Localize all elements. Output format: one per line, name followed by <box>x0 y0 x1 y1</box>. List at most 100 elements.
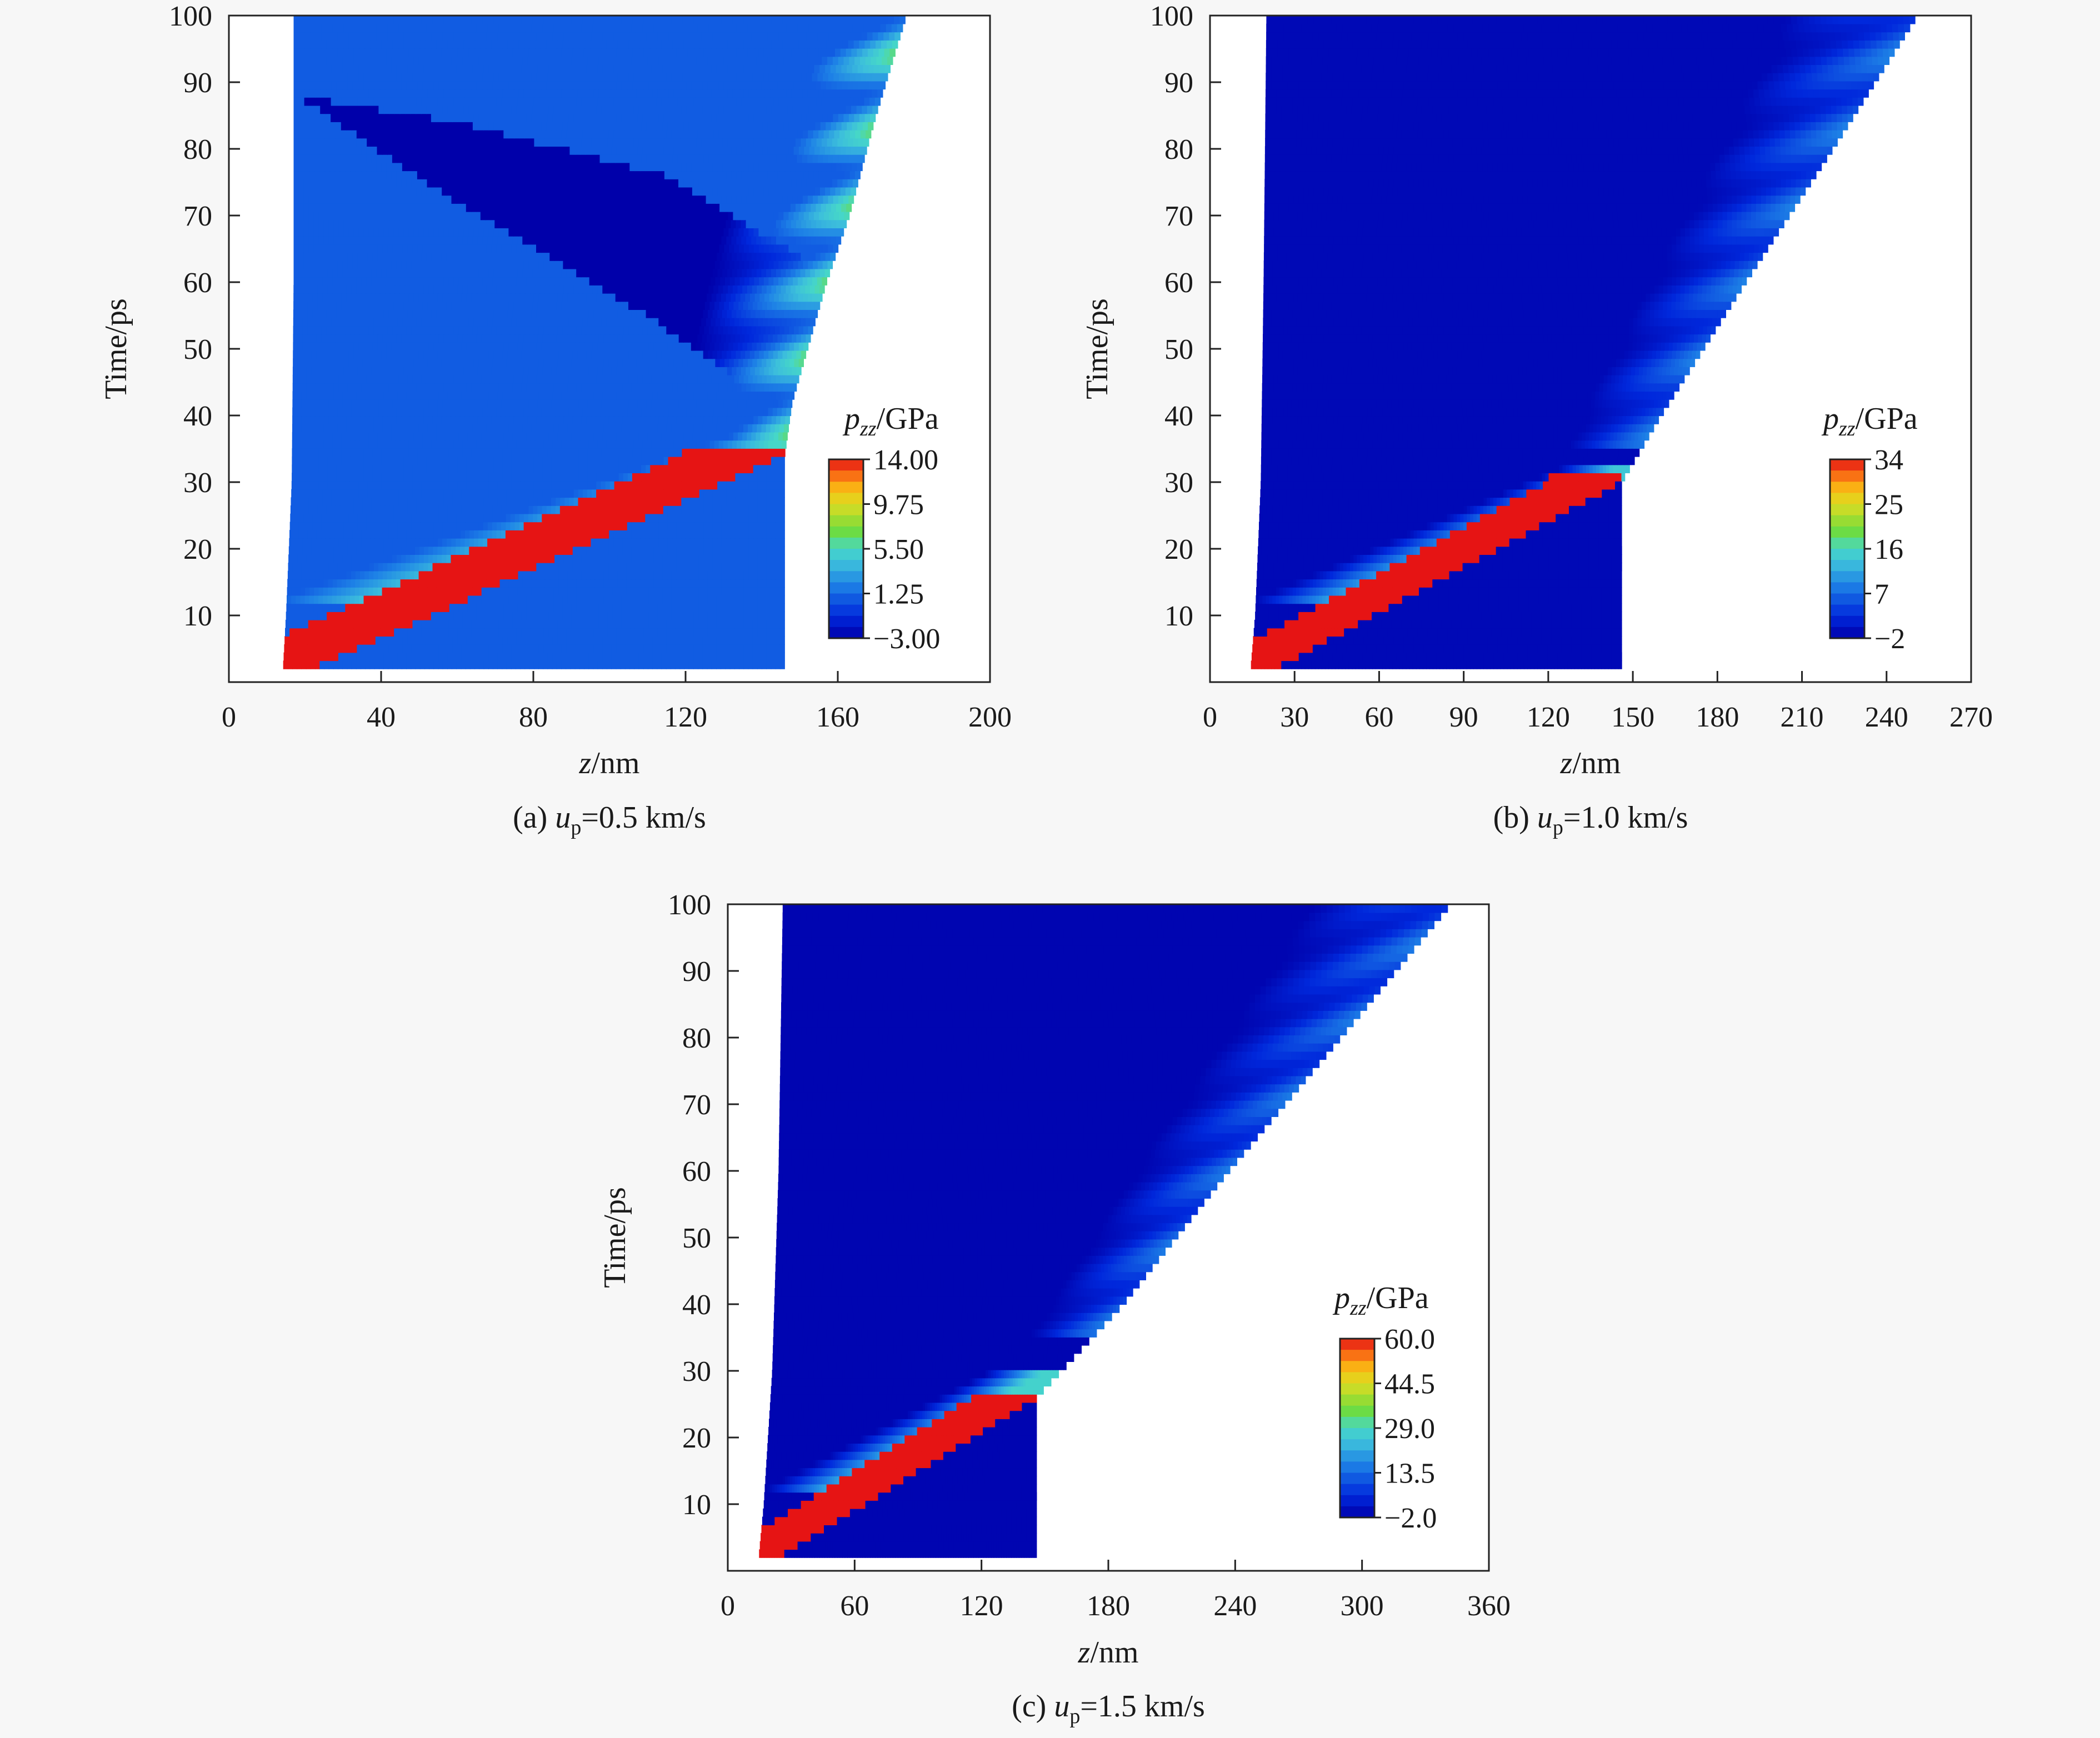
heatmap-cell <box>354 457 359 465</box>
heatmap-cell <box>686 497 691 506</box>
heatmap-cell <box>584 334 589 343</box>
heatmap-cell <box>599 424 604 433</box>
heatmap-cell <box>694 391 699 400</box>
heatmap-cell <box>350 481 355 490</box>
heatmap-cell <box>717 497 722 506</box>
heatmap-cell <box>420 538 425 547</box>
heatmap-cell <box>388 318 393 327</box>
heatmap-cell <box>670 432 675 441</box>
heatmap-cell <box>578 465 583 474</box>
heatmap-cell <box>634 391 639 400</box>
heatmap-cell <box>442 302 447 310</box>
heatmap-cell <box>324 424 329 433</box>
heatmap-cell <box>423 579 428 588</box>
heatmap-cell <box>444 448 449 457</box>
heatmap-cell <box>502 505 507 514</box>
heatmap-cell <box>322 293 328 302</box>
heatmap-cell <box>701 358 706 367</box>
heatmap-cell <box>739 514 744 523</box>
heatmap-cell <box>751 309 756 318</box>
heatmap-cell <box>610 481 615 490</box>
heatmap-cell <box>743 375 748 384</box>
heatmap-cell <box>723 408 728 417</box>
heatmap-cell <box>482 415 487 424</box>
heatmap-cell <box>423 563 428 572</box>
heatmap-cell <box>704 473 709 482</box>
heatmap-cell <box>712 424 717 433</box>
heatmap-cell <box>439 628 444 637</box>
heatmap-cell <box>333 571 338 580</box>
heatmap-cell <box>731 579 736 588</box>
heatmap-cell <box>767 489 772 498</box>
heatmap-cell <box>576 302 581 310</box>
heatmap-cell <box>643 432 648 441</box>
heatmap-cell <box>762 595 767 604</box>
heatmap-cell <box>622 309 627 318</box>
heatmap-cell <box>324 571 329 580</box>
heatmap-cell <box>296 587 301 596</box>
heatmap-cell <box>294 514 299 523</box>
heatmap-cell <box>780 554 785 563</box>
heatmap-cell <box>293 644 298 653</box>
heatmap-cell <box>598 644 603 653</box>
heatmap-cell <box>603 309 608 318</box>
heatmap-cell <box>555 530 560 539</box>
heatmap-cell <box>346 587 351 596</box>
heatmap-cell <box>566 302 571 310</box>
heatmap-cell <box>423 415 428 424</box>
heatmap-cell <box>637 408 642 417</box>
heatmap-cell <box>758 497 763 506</box>
heatmap-cell <box>427 603 432 612</box>
heatmap-cell <box>669 399 674 408</box>
heatmap-cell <box>672 481 677 490</box>
heatmap-cell <box>693 334 698 343</box>
heatmap-cell <box>379 644 384 653</box>
heatmap-cell <box>446 424 451 433</box>
heatmap-cell <box>765 432 770 441</box>
heatmap-cell <box>642 440 647 449</box>
heatmap-cell <box>707 660 712 669</box>
heatmap-cell <box>666 653 671 662</box>
heatmap-cell <box>410 342 415 351</box>
heatmap-cell <box>571 432 576 441</box>
heatmap-cell <box>615 399 620 408</box>
heatmap-cell <box>581 612 586 620</box>
heatmap-cell <box>411 326 416 335</box>
heatmap-cell <box>597 440 602 449</box>
heatmap-cell <box>543 644 548 653</box>
heatmap-cell <box>463 595 468 604</box>
heatmap-cell <box>455 571 460 580</box>
heatmap-cell <box>681 603 686 612</box>
heatmap-cell <box>571 358 576 367</box>
heatmap-cell <box>372 620 377 629</box>
heatmap-cell <box>386 603 391 612</box>
heatmap-cell <box>327 318 332 327</box>
heatmap-cell <box>696 448 701 457</box>
heatmap-cell <box>475 644 480 653</box>
heatmap-cell <box>634 636 639 645</box>
heatmap-cell <box>739 481 744 490</box>
heatmap-cell <box>431 620 436 629</box>
heatmap-cell <box>433 660 438 669</box>
heatmap-cell <box>744 489 749 498</box>
heatmap-cell <box>771 522 776 530</box>
heatmap-cell <box>308 522 313 530</box>
heatmap-cell <box>484 391 489 400</box>
heatmap-cell <box>491 595 496 604</box>
heatmap-cell <box>668 383 673 392</box>
heatmap-cell <box>371 644 376 653</box>
heatmap-cell <box>457 497 462 506</box>
heatmap-cell <box>322 309 327 318</box>
heatmap-cell <box>556 309 561 318</box>
heatmap-cell <box>604 358 609 367</box>
heatmap-cell <box>771 424 776 433</box>
heatmap-cell <box>301 457 306 465</box>
heatmap-cell <box>382 440 387 449</box>
heatmap-cell <box>428 554 433 563</box>
heatmap-cell <box>698 603 703 612</box>
heatmap-cell <box>614 497 619 506</box>
heatmap-cell <box>735 497 740 506</box>
heatmap-cell <box>387 342 392 351</box>
heatmap-cell <box>413 465 418 474</box>
heatmap-cell <box>726 653 731 662</box>
